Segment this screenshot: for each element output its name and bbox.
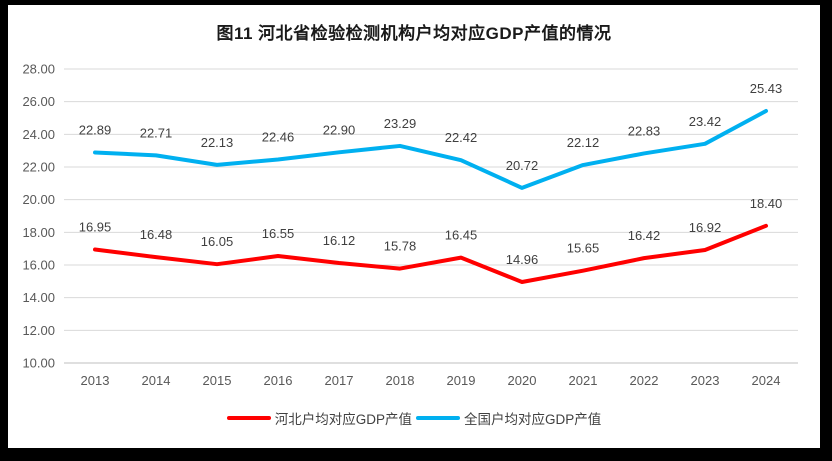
legend: 河北户均对应GDP产值 全国户均对应GDP产值 <box>8 408 820 428</box>
y-tick-label: 14.00 <box>22 290 55 305</box>
y-tick-label: 24.00 <box>22 127 55 142</box>
chart-canvas: 28.00 26.00 24.00 22.00 20.00 18.00 16.00 14.00… <box>8 5 820 448</box>
legend-label-national: 全国户均对应GDP产值 <box>464 412 602 427</box>
data-label: 16.12 <box>323 233 356 248</box>
data-label: 15.65 <box>567 241 600 256</box>
y-tick-label: 20.00 <box>22 192 55 207</box>
x-tick-label: 2015 <box>203 373 232 388</box>
data-label: 22.71 <box>140 125 173 140</box>
data-label: 22.13 <box>201 135 234 150</box>
data-label: 14.96 <box>506 252 539 267</box>
data-label: 25.43 <box>750 81 783 96</box>
x-tick-label: 2022 <box>630 373 659 388</box>
y-tick-label: 22.00 <box>22 160 55 175</box>
series-line-0 <box>93 223 768 284</box>
data-label: 16.92 <box>689 220 722 235</box>
legend-label-hebei: 河北户均对应GDP产值 <box>274 412 412 427</box>
x-tick-label: 2018 <box>386 373 415 388</box>
y-tick-label: 16.00 <box>22 258 55 273</box>
y-tick-label: 18.00 <box>22 225 55 240</box>
legend-item-hebei: 河北户均对应GDP产值 <box>226 408 412 428</box>
data-label: 16.95 <box>79 219 112 234</box>
x-tick-label: 2014 <box>142 373 171 388</box>
data-label: 16.45 <box>445 228 478 243</box>
x-tick-label: 2017 <box>325 373 354 388</box>
data-label: 16.42 <box>628 228 661 243</box>
y-tick-label: 12.00 <box>22 323 55 338</box>
y-tick-label: 26.00 <box>22 94 55 109</box>
data-label: 22.83 <box>628 123 661 138</box>
chart-title: 图11 河北省检验检测机构户均对应GDP产值的情况 <box>216 24 612 43</box>
data-label: 20.72 <box>506 158 539 173</box>
data-label: 23.42 <box>689 114 722 129</box>
data-label: 22.12 <box>567 135 600 150</box>
y-tick-label: 28.00 <box>22 62 55 77</box>
data-label: 22.90 <box>323 122 356 137</box>
national-line-swatch <box>416 416 460 420</box>
data-label: 22.89 <box>79 122 112 137</box>
x-tick-label: 2023 <box>691 373 720 388</box>
data-label: 16.05 <box>201 234 234 249</box>
data-label: 22.46 <box>262 129 295 144</box>
y-tick-label: 10.00 <box>22 356 55 371</box>
data-label: 23.29 <box>384 116 417 131</box>
x-tick-label: 2019 <box>447 373 476 388</box>
x-tick-label: 2013 <box>81 373 110 388</box>
x-tick-label: 2016 <box>264 373 293 388</box>
x-tick-label: 2021 <box>569 373 598 388</box>
hebei-line-swatch <box>226 416 271 420</box>
series-line-1 <box>93 108 768 190</box>
data-label: 16.48 <box>140 227 173 242</box>
plot-area: 28.00 26.00 24.00 22.00 20.00 18.00 16.00 14.00… <box>22 62 798 388</box>
data-label: 15.78 <box>384 239 417 254</box>
x-tick-label: 2024 <box>752 373 781 388</box>
data-label: 16.55 <box>262 226 295 241</box>
legend-item-national: 全国户均对应GDP产值 <box>416 408 601 428</box>
x-tick-label: 2020 <box>508 373 537 388</box>
data-label: 22.42 <box>445 130 478 145</box>
data-label: 18.40 <box>750 196 783 211</box>
